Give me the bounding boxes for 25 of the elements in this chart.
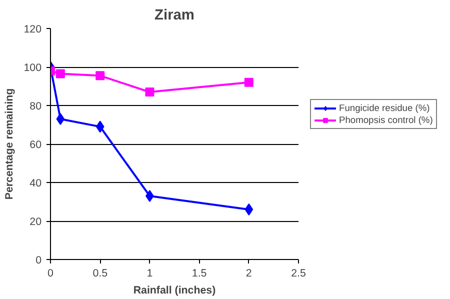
- point: [96, 71, 105, 80]
- legend-label: Fungicide residue (%): [339, 103, 430, 113]
- point: [56, 69, 65, 78]
- legend-label: Phomopsis control (%): [339, 115, 433, 125]
- y-tick-label: 100: [24, 62, 42, 74]
- y-axis-title: Percentage remaining: [4, 88, 16, 200]
- x-tick-label: 2: [246, 268, 252, 280]
- x-tick-label: 2.5: [291, 268, 306, 280]
- point: [244, 203, 254, 216]
- x-axis-title: Rainfall (inches): [133, 284, 216, 296]
- y-tick-label: 40: [30, 178, 42, 190]
- x-tick-label: 1.5: [192, 268, 207, 280]
- point: [244, 78, 254, 87]
- point: [56, 112, 65, 125]
- y-tick-label: 120: [24, 24, 42, 36]
- y-tick-label: 0: [36, 254, 42, 266]
- point: [96, 120, 104, 133]
- y-tick-label: 60: [30, 139, 42, 151]
- x-tick-label: 0.5: [92, 268, 108, 280]
- y-tick-label: 80: [30, 100, 42, 112]
- x-tick-label: 0: [48, 268, 54, 280]
- x-tick-label: 1: [146, 268, 153, 280]
- chart-title: Ziram: [154, 8, 194, 24]
- y-tick-label: 20: [30, 216, 42, 228]
- point: [145, 88, 154, 97]
